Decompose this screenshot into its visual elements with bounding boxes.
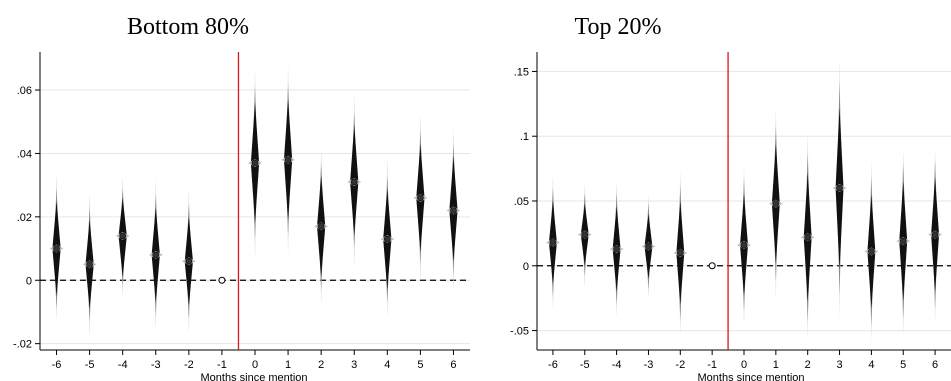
top-20-x-tick-label: 2 [805, 359, 811, 371]
bottom-80-x-tick-label: 3 [351, 359, 357, 371]
top-20-x-tick-label: -4 [612, 359, 622, 371]
bottom-80-estimate-point [384, 235, 391, 243]
top-20-estimate-point [677, 249, 684, 257]
top-20-estimate-point [868, 248, 875, 255]
bottom-80-estimate-point [53, 245, 60, 252]
top-20-estimate-point [613, 245, 620, 253]
bottom-80-estimate-point [317, 223, 325, 230]
bottom-80-y-tick-label: .04 [17, 148, 32, 160]
bottom-80-x-tick-label: 0 [252, 359, 258, 371]
bottom-80-x-tick-label: 1 [285, 359, 291, 371]
bottom-80-y-tick-label: .02 [17, 212, 32, 224]
bottom-80-x-tick-label: -5 [85, 359, 95, 371]
top-20-x-tick-label: -1 [707, 359, 717, 371]
top-20-x-tick-label: 5 [900, 359, 906, 371]
top-20-estimate-point [581, 231, 589, 238]
top-20-estimate-point [899, 237, 907, 245]
bottom-80-x-tick-label: 6 [450, 359, 456, 371]
bottom-80-x-tick-label: -2 [184, 359, 194, 371]
bottom-80-x-tick-label: -3 [151, 359, 161, 371]
top-20-estimate-point [836, 184, 843, 192]
top-20-x-tick-label: 1 [773, 359, 779, 371]
top-20-estimate-point [772, 200, 780, 207]
bottom-80-estimate-point [450, 207, 457, 214]
top-20-y-tick-label: 0 [523, 261, 529, 273]
top-20-title: Top 20% [575, 14, 662, 40]
bottom-80-y-tick-label: .06 [17, 85, 32, 97]
bottom-80-x-tick-label: -1 [217, 359, 227, 371]
top-20-x-tick-label: 0 [741, 359, 747, 371]
bottom-80-y-tick-label: 0 [26, 275, 32, 287]
top-20-estimate-point [740, 241, 748, 249]
bottom-80-x-tick-label: 2 [318, 359, 324, 371]
top-20-x-tick-label: 4 [868, 359, 874, 371]
bottom-80-estimate-point [86, 261, 93, 268]
bottom-80-x-tick-label: -6 [52, 359, 62, 371]
bottom-80-x-axis-label: Months since mention [201, 372, 308, 381]
bottom-80-estimate-point [152, 251, 160, 259]
bottom-80-panel: Bottom 80% Months since mention -.02 0 .02… [13, 14, 470, 381]
top-20-x-tick-label: -2 [675, 359, 685, 371]
top-20-x-axis-label: Months since mention [698, 372, 805, 381]
bottom-80-estimate-point [417, 194, 424, 202]
top-20-estimate-point [804, 233, 811, 241]
top-20-x-tick-label: -6 [548, 359, 558, 371]
top-20-estimate-point [549, 239, 557, 246]
bottom-80-y-tick-label: -.02 [13, 339, 32, 351]
bottom-80-estimate-point [119, 232, 126, 240]
top-20-panel: Top 20% Months since mention -.05 0 .05 .1.… [510, 14, 951, 381]
top-20-y-tick-label: .1 [520, 131, 529, 143]
top-20-x-tick-label: -5 [580, 359, 590, 371]
top-20-estimate-point [645, 243, 652, 250]
top-20-y-tick-label: -.05 [510, 326, 529, 338]
bottom-80-estimate-point [185, 257, 193, 265]
top-20-x-tick-label: 3 [836, 359, 842, 371]
top-20-y-tick-label: .15 [514, 66, 529, 78]
bottom-80-x-tick-label: -4 [118, 359, 128, 371]
top-20-y-tick-label: .05 [514, 196, 529, 208]
bottom-80-estimate-point [284, 156, 292, 164]
bottom-80-reference-point [218, 276, 226, 284]
bottom-80-x-tick-label: 4 [384, 359, 390, 371]
bottom-80-estimate-point [350, 178, 358, 186]
bottom-80-title: Bottom 80% [127, 14, 249, 40]
top-20-x-tick-label: 6 [932, 359, 938, 371]
top-20-x-tick-label: -3 [644, 359, 654, 371]
bottom-80-x-tick-label: 5 [417, 359, 423, 371]
top-20-reference-point [708, 262, 716, 270]
top-20-estimate-point [931, 231, 939, 238]
bottom-80-estimate-point [251, 159, 259, 167]
